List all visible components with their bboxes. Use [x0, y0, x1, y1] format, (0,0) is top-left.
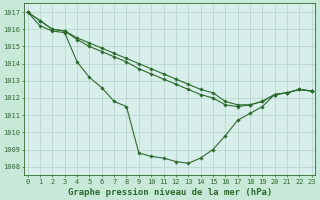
X-axis label: Graphe pression niveau de la mer (hPa): Graphe pression niveau de la mer (hPa): [68, 188, 272, 197]
